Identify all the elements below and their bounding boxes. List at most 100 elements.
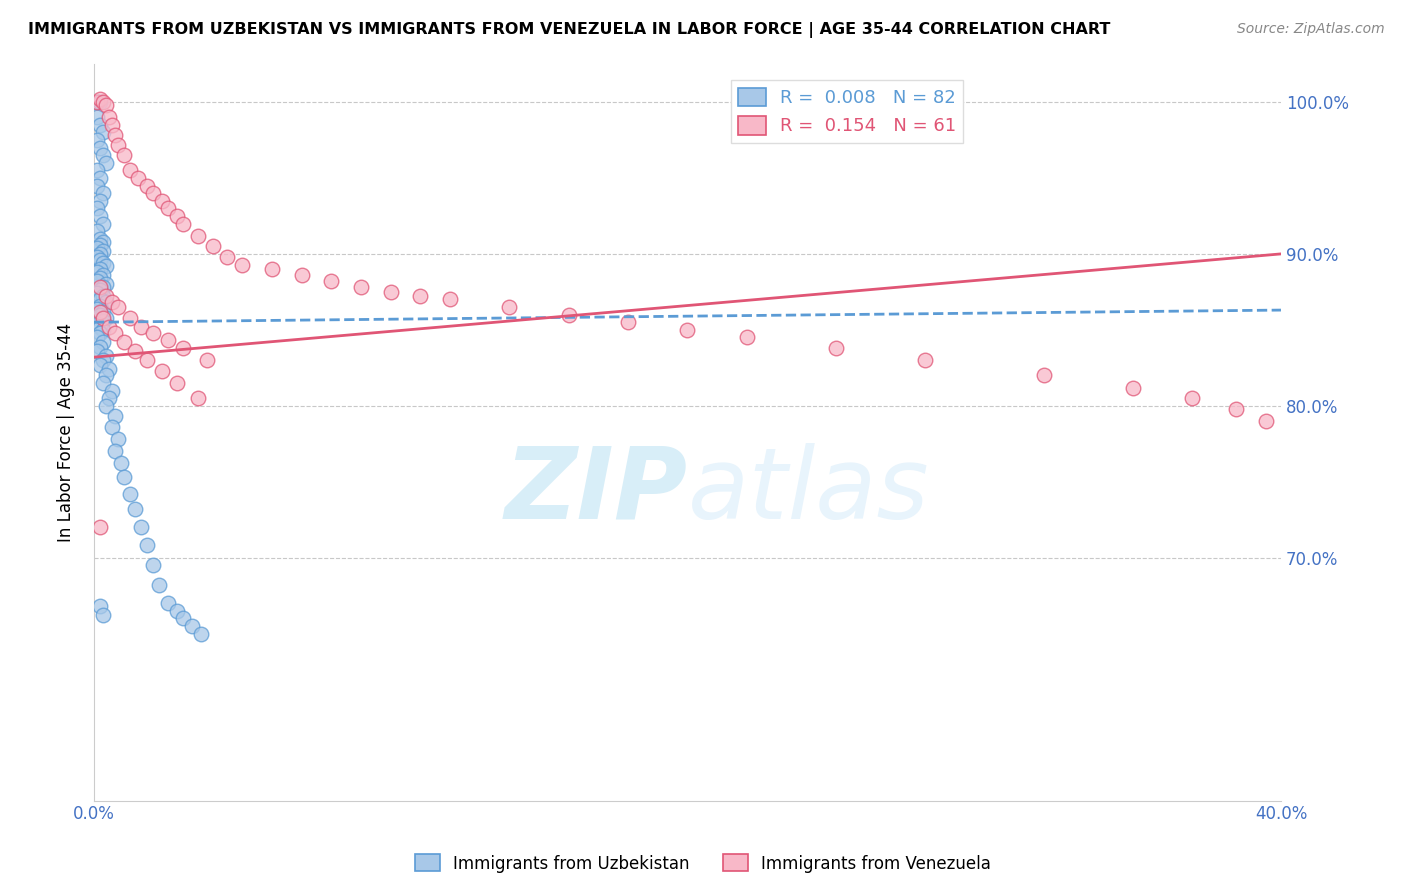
Point [157,596,180,610]
Point [104,409,127,424]
Point [94,368,117,383]
Point [157,202,180,216]
Point [131,319,153,334]
Point [86,224,108,238]
Point [1256,414,1278,428]
Point [166,604,188,618]
Point [89,262,111,277]
Legend: R =  0.008   N = 82, R =  0.154   N = 61: R = 0.008 N = 82, R = 0.154 N = 61 [731,80,963,143]
Point [94,399,117,413]
Point [201,239,224,253]
Point [118,487,141,501]
Point [124,344,146,359]
Point [104,444,127,458]
Point [100,118,122,132]
Point [142,558,165,573]
Point [112,148,135,162]
Point [94,349,117,363]
Point [89,209,111,223]
Point [914,353,936,368]
Point [107,137,129,152]
Point [91,95,114,109]
Point [91,235,114,249]
Point [89,171,111,186]
Point [94,259,117,273]
Point [86,301,108,316]
Point [89,95,111,109]
Point [91,314,114,328]
Point [94,98,117,112]
Point [86,265,108,279]
Point [94,295,117,310]
Point [190,626,212,640]
Point [91,268,114,282]
Point [89,599,111,614]
Point [498,300,520,314]
Point [94,289,117,303]
Point [321,274,343,288]
Point [136,539,159,553]
Point [86,133,108,147]
Point [91,334,114,349]
Point [89,339,111,353]
Point [89,293,111,307]
Point [142,186,165,201]
Point [86,250,108,264]
Point [110,457,132,471]
Point [217,250,239,264]
Point [91,289,114,303]
Point [187,391,209,405]
Point [180,619,202,633]
Point [100,295,122,310]
Point [91,304,114,318]
Point [91,353,114,368]
Point [91,280,114,294]
Point [89,304,111,318]
Point [91,310,114,325]
Point [124,502,146,516]
Point [172,611,194,625]
Legend: Immigrants from Uzbekistan, Immigrants from Venezuela: Immigrants from Uzbekistan, Immigrants f… [408,847,998,880]
Point [91,608,114,623]
Point [91,125,114,139]
Point [104,326,127,340]
Point [1225,401,1247,416]
Point [97,110,120,124]
Point [107,432,129,446]
Point [150,364,173,378]
Point [136,178,159,193]
Point [86,202,108,216]
Point [260,262,283,277]
Point [142,326,165,340]
Point [380,285,402,299]
Point [86,330,108,344]
Point [136,353,159,368]
Point [824,341,846,355]
Point [127,171,149,186]
Point [107,300,129,314]
Point [131,520,153,534]
Point [112,470,135,484]
Point [100,384,122,398]
Point [89,319,111,334]
Point [558,308,581,322]
Point [172,341,194,355]
Point [89,194,111,208]
Point [172,217,194,231]
Point [439,293,461,307]
Text: Source: ZipAtlas.com: Source: ZipAtlas.com [1237,22,1385,37]
Point [89,520,111,534]
Point [676,323,699,337]
Point [89,283,111,297]
Point [617,315,640,329]
Point [91,186,114,201]
Point [157,334,180,348]
Point [291,268,314,282]
Point [97,362,120,376]
Point [97,319,120,334]
Text: ZIP: ZIP [505,442,688,540]
Point [195,353,218,368]
Point [735,330,758,344]
Point [86,344,108,359]
Text: atlas: atlas [688,442,929,540]
